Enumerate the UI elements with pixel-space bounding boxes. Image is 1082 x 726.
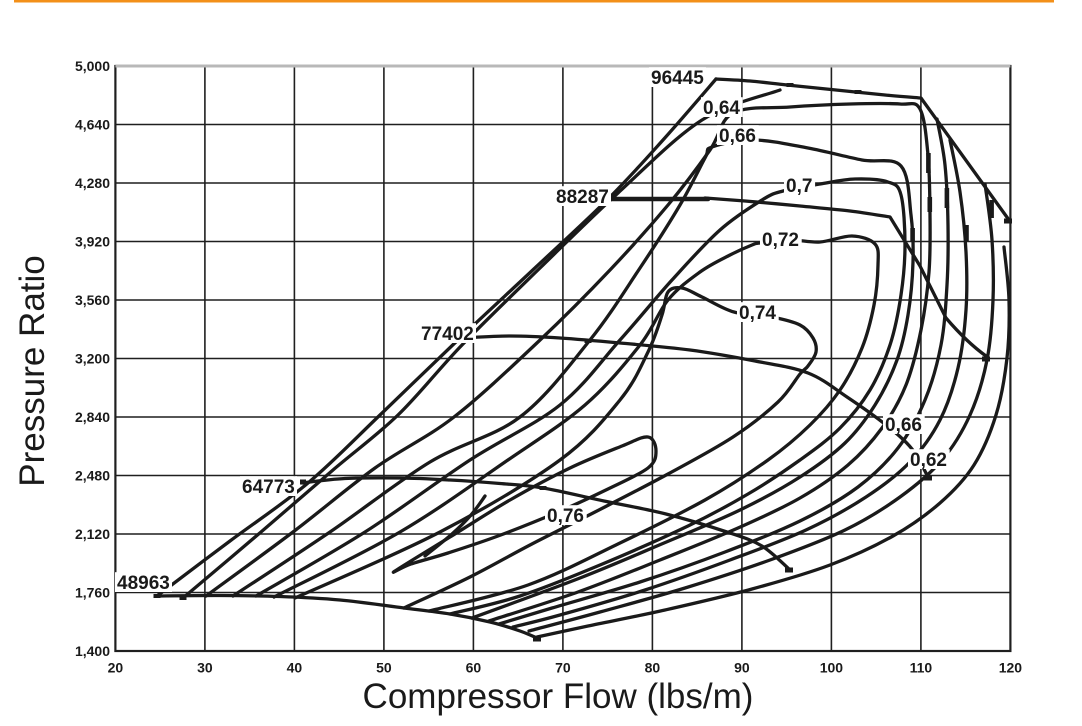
- svg-text:0,7: 0,7: [786, 176, 812, 197]
- svg-text:1,760: 1,760: [75, 585, 110, 601]
- svg-text:2,480: 2,480: [75, 468, 110, 484]
- svg-text:48963: 48963: [117, 573, 170, 594]
- svg-text:3,200: 3,200: [75, 351, 110, 367]
- svg-text:40: 40: [287, 660, 303, 676]
- svg-text:88287: 88287: [556, 187, 609, 208]
- svg-text:77402: 77402: [421, 324, 474, 345]
- svg-text:1,400: 1,400: [75, 643, 110, 659]
- svg-text:30: 30: [197, 660, 213, 676]
- svg-text:4,280: 4,280: [75, 175, 110, 191]
- svg-text:Pressure Ratio: Pressure Ratio: [13, 255, 52, 486]
- svg-text:110: 110: [910, 660, 933, 676]
- svg-text:0,74: 0,74: [739, 303, 776, 324]
- svg-text:3,920: 3,920: [75, 234, 110, 250]
- svg-text:100: 100: [820, 660, 844, 676]
- svg-text:50: 50: [376, 660, 392, 676]
- svg-text:80: 80: [645, 660, 661, 676]
- svg-text:0,66: 0,66: [719, 126, 756, 147]
- svg-text:2,120: 2,120: [75, 526, 110, 542]
- svg-text:70: 70: [555, 660, 571, 676]
- svg-text:3,560: 3,560: [75, 292, 110, 308]
- svg-text:120: 120: [999, 660, 1023, 676]
- svg-text:0,72: 0,72: [762, 230, 799, 251]
- svg-text:0,66: 0,66: [885, 415, 922, 436]
- svg-text:0,64: 0,64: [703, 98, 740, 119]
- svg-text:90: 90: [734, 660, 750, 676]
- svg-text:2,840: 2,840: [75, 409, 110, 425]
- svg-text:64773: 64773: [242, 477, 295, 498]
- svg-text:Compressor Flow (lbs/m): Compressor Flow (lbs/m): [363, 677, 754, 716]
- svg-text:0,62: 0,62: [910, 450, 947, 471]
- svg-text:60: 60: [466, 660, 482, 676]
- svg-text:96445: 96445: [651, 68, 704, 89]
- svg-text:0,76: 0,76: [547, 506, 584, 527]
- svg-text:20: 20: [108, 660, 124, 676]
- svg-text:5,000: 5,000: [75, 58, 110, 74]
- svg-text:4,640: 4,640: [75, 117, 110, 133]
